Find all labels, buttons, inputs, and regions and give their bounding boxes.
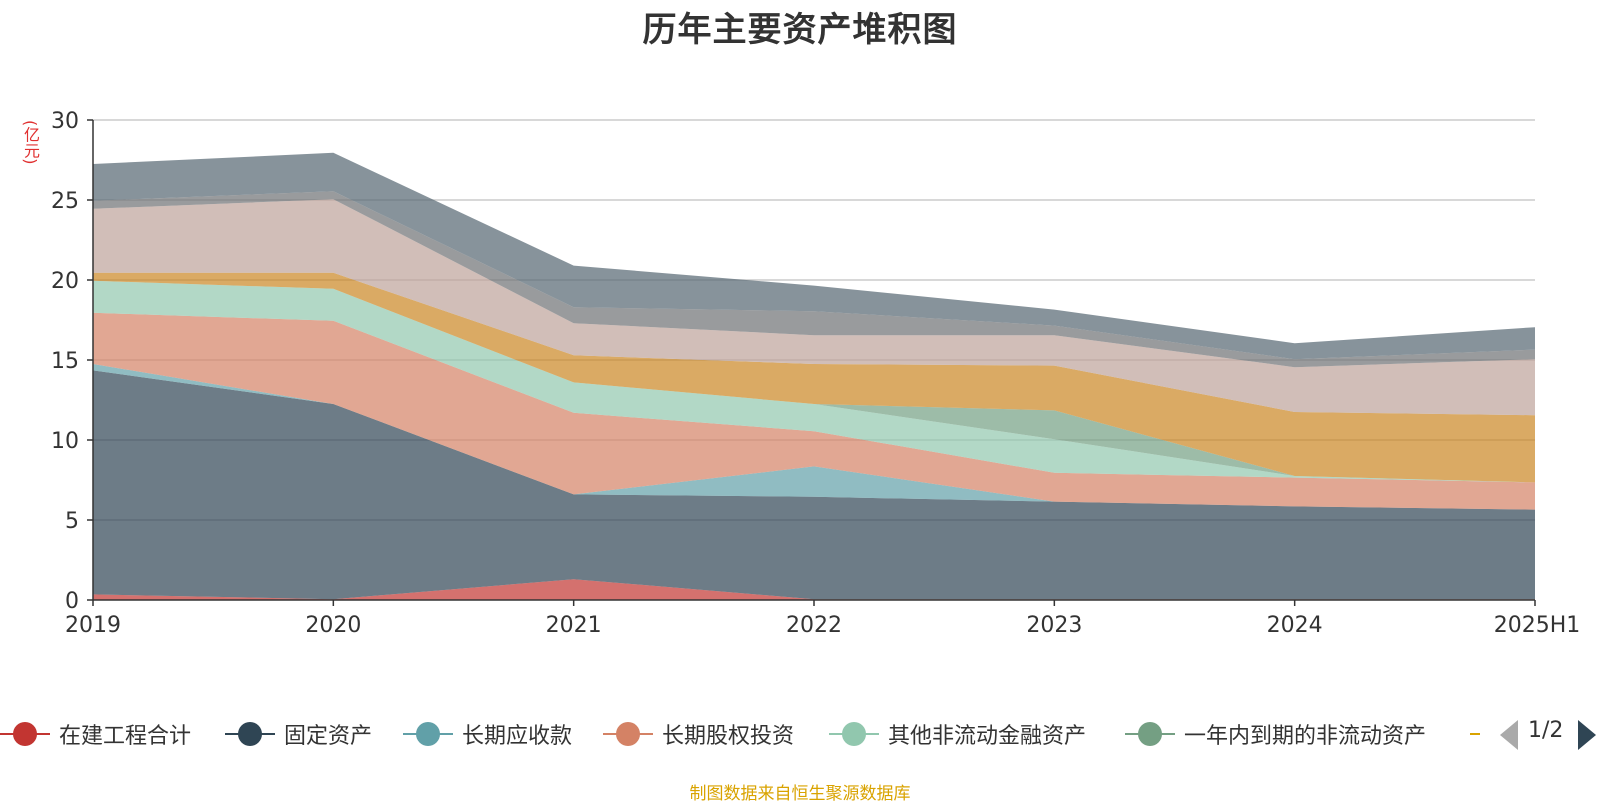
area-series-8: [93, 191, 1535, 368]
legend-item[interactable]: 在建工程合计: [0, 716, 191, 752]
x-tick-label: 2022: [786, 613, 842, 638]
legend-marker-icon: [1125, 719, 1175, 749]
legend-item[interactable]: 长期应收款: [403, 716, 572, 752]
legend-overflow-marker: [1470, 733, 1480, 735]
legend-item[interactable]: 长期股权投资: [603, 716, 794, 752]
source-note: 制图数据来自恒生聚源数据库: [689, 784, 911, 804]
legend-marker-icon: [225, 719, 275, 749]
legend-label: 其他非流动金融资产: [888, 724, 1087, 749]
legend-label: 一年内到期的非流动资产: [1184, 724, 1427, 749]
legend-item[interactable]: 其他非流动金融资产: [829, 716, 1086, 752]
x-tick-label: 2023: [1026, 613, 1082, 638]
y-axis-unit-label: (亿元): [21, 120, 40, 165]
y-tick-label: 10: [51, 429, 79, 454]
area-series-4: [93, 280, 1535, 483]
x-tick-label: 2020: [305, 613, 361, 638]
area-series-3: [93, 312, 1535, 510]
area-series-9: [93, 152, 1535, 360]
legend-marker-icon: [0, 719, 50, 749]
y-tick-label: 25: [51, 189, 79, 214]
y-tick-label: 30: [51, 109, 79, 134]
stacked-area-chart: 0 5 10 15 20 25 30 2019 2020 2021 2022 2023 2024 2025…: [51, 109, 1580, 638]
legend-item[interactable]: 一年内到期的非流动资产: [1125, 716, 1426, 752]
x-tick-label: 2021: [546, 613, 602, 638]
y-tick-label: 0: [65, 589, 79, 614]
y-tick-label: 15: [51, 349, 79, 374]
y-tick-label: 5: [65, 509, 79, 534]
legend-label: 长期应收款: [462, 724, 573, 749]
x-tick-label: 2024: [1267, 613, 1323, 638]
chart-title: 历年主要资产堆积图: [642, 10, 958, 50]
legend-label: 在建工程合计: [59, 724, 192, 749]
legend-label: 长期股权投资: [662, 724, 795, 749]
legend-marker-icon: [829, 719, 879, 749]
area-series: [93, 152, 1535, 600]
legend-item[interactable]: 固定资产: [225, 716, 372, 752]
y-tick-label: 20: [51, 269, 79, 294]
legend-label: 固定资产: [284, 724, 373, 749]
area-series-7: [93, 199, 1535, 416]
x-tick-label: 2019: [65, 613, 121, 638]
legend-next-page-icon[interactable]: [1578, 720, 1596, 750]
x-tick-label: 2025H1: [1494, 613, 1581, 638]
legend-marker-icon: [603, 719, 653, 749]
axes: [87, 119, 1536, 606]
tick-labels: 0 5 10 15 20 25 30 2019 2020 2021 2022 2023 2024 2025…: [51, 109, 1580, 638]
legend-marker-icon: [403, 719, 453, 749]
legend-prev-page-icon[interactable]: [1500, 720, 1518, 750]
legend: 在建工程合计 固定资产 长期应收款 长期股权投资 其他非流动金融资产 一年内到期的非流动资…: [0, 716, 1600, 752]
area-series-6: [93, 272, 1535, 483]
area-series-2: [93, 364, 1535, 510]
area-series-1: [93, 370, 1535, 600]
legend-page-indicator: 1/2: [1528, 718, 1564, 743]
area-series-0: [93, 579, 1535, 600]
